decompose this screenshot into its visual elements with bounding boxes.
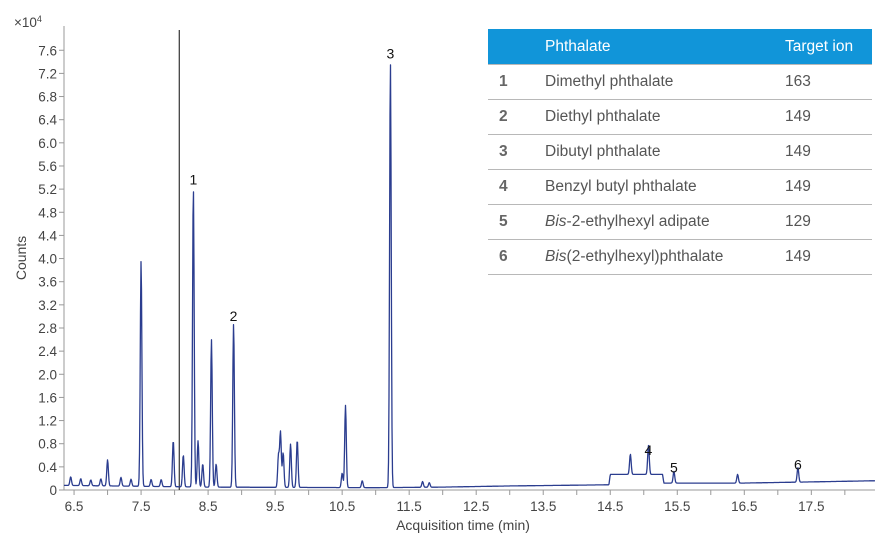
x-axis-title: Acquisition time (min)	[396, 517, 530, 533]
legend-row: 3 Dibutyl phthalate 149	[488, 134, 872, 170]
legend-table: Phthalate Target ion 1 Dimethyl phthalat…	[488, 29, 872, 275]
x-tick-label: 10.5	[329, 499, 355, 514]
x-tick-label: 13.5	[530, 499, 556, 514]
row-name: Bis-2-ethylhexyl adipate	[545, 204, 785, 240]
row-ion: 129	[785, 204, 872, 240]
x-tick-label: 15.5	[664, 499, 690, 514]
row-ion: 149	[785, 239, 872, 275]
data-layer	[63, 30, 875, 490]
y-tick-label: 2.4	[38, 344, 57, 359]
peak-label-5: 5	[670, 459, 678, 475]
x-tick-label: 9.5	[266, 499, 285, 514]
row-name-text: Dimethyl phthalate	[545, 73, 674, 90]
row-name: Dibutyl phthalate	[545, 134, 785, 170]
x-tick-label: 16.5	[731, 499, 757, 514]
y-tick-label: 6.4	[38, 113, 57, 128]
x-tick-label: 7.5	[132, 499, 151, 514]
legend-row: 4 Benzyl butyl phthalate 149	[488, 169, 872, 205]
row-name: Diethyl phthalate	[545, 99, 785, 135]
y-tick-label: 5.6	[38, 159, 57, 174]
y-tick-label: 1.2	[38, 414, 57, 429]
y-tick-label: 4.8	[38, 205, 57, 220]
row-ion: 149	[785, 99, 872, 135]
y-tick-label: 6.8	[38, 90, 57, 105]
row-ion: 149	[785, 169, 872, 205]
x-tick-label: 6.5	[65, 499, 84, 514]
row-name-text: Dibutyl phthalate	[545, 143, 661, 160]
row-name: Dimethyl phthalate	[545, 64, 785, 100]
header-target-ion: Target ion	[785, 29, 872, 65]
y-tick-label: 7.6	[38, 43, 57, 58]
y-tick-label: 1.6	[38, 390, 57, 405]
row-ion: 149	[785, 134, 872, 170]
legend-row: 5 Bis-2-ethylhexyl adipate 129	[488, 204, 872, 240]
legend-row: 6 Bis(2-ethylhexyl)phthalate 149	[488, 239, 872, 275]
row-number: 6	[488, 239, 545, 275]
row-name-em: Bis	[545, 213, 567, 230]
header-num	[488, 29, 545, 65]
row-number: 2	[488, 99, 545, 135]
y-axis-title: Counts	[13, 236, 29, 280]
y-tick-label: 4.4	[38, 228, 57, 243]
x-tick-label: 12.5	[463, 499, 489, 514]
peak-label-3: 3	[387, 46, 395, 62]
y-tick-label: 7.2	[38, 66, 57, 81]
peak-label-6: 6	[794, 457, 802, 473]
row-number: 1	[488, 64, 545, 100]
axes-layer: 0 0.4 0.8 1.2 1.6 2.0 2.4 2.8 3.2 3.6 4.0 4.4 4.8 5.2…	[38, 26, 875, 514]
legend-row: 2 Diethyl phthalate 149	[488, 99, 872, 135]
row-name: Bis(2-ethylhexyl)phthalate	[545, 239, 785, 275]
y-tick-label: 5.2	[38, 182, 57, 197]
y-tick-label: 0.8	[38, 437, 57, 452]
row-name: Benzyl butyl phthalate	[545, 169, 785, 205]
y-tick-label: 4.0	[38, 252, 57, 267]
x-tick-label: 14.5	[597, 499, 623, 514]
y-tick-label: 3.2	[38, 298, 57, 313]
row-name-text: Diethyl phthalate	[545, 108, 661, 125]
y-tick-label: 3.6	[38, 275, 57, 290]
row-name-text: -2-ethylhexyl adipate	[566, 213, 710, 230]
y-tick-label: 0	[49, 483, 57, 498]
y-tick-label: 0.4	[38, 460, 57, 475]
row-number: 3	[488, 134, 545, 170]
legend-header-row: Phthalate Target ion	[488, 29, 872, 65]
y-tick-label: 2.8	[38, 321, 57, 336]
y-tick-label: 6.0	[38, 136, 57, 151]
chromatogram-trace	[63, 64, 875, 489]
peak-label-2: 2	[230, 308, 238, 324]
x-tick-label: 11.5	[397, 499, 422, 514]
peak-label-4: 4	[645, 442, 653, 458]
header-phthalate: Phthalate	[545, 29, 785, 65]
x-tick-label: 8.5	[199, 499, 218, 514]
row-name-text: (2-ethylhexyl)phthalate	[566, 248, 724, 265]
row-ion: 163	[785, 64, 872, 100]
legend-row: 1 Dimethyl phthalate 163	[488, 64, 872, 100]
y-multiplier-label: ×104	[14, 14, 42, 30]
y-tick-label: 2.0	[38, 367, 57, 382]
row-number: 5	[488, 204, 545, 240]
row-name-text: Benzyl butyl phthalate	[545, 178, 697, 195]
row-name-em: Bis	[545, 248, 567, 265]
x-tick-label: 17.5	[798, 499, 824, 514]
peak-label-1: 1	[189, 171, 197, 187]
row-number: 4	[488, 169, 545, 205]
